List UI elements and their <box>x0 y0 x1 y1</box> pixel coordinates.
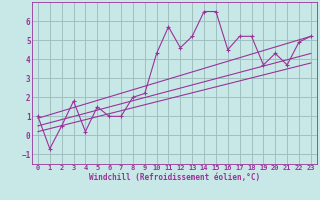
X-axis label: Windchill (Refroidissement éolien,°C): Windchill (Refroidissement éolien,°C) <box>89 173 260 182</box>
